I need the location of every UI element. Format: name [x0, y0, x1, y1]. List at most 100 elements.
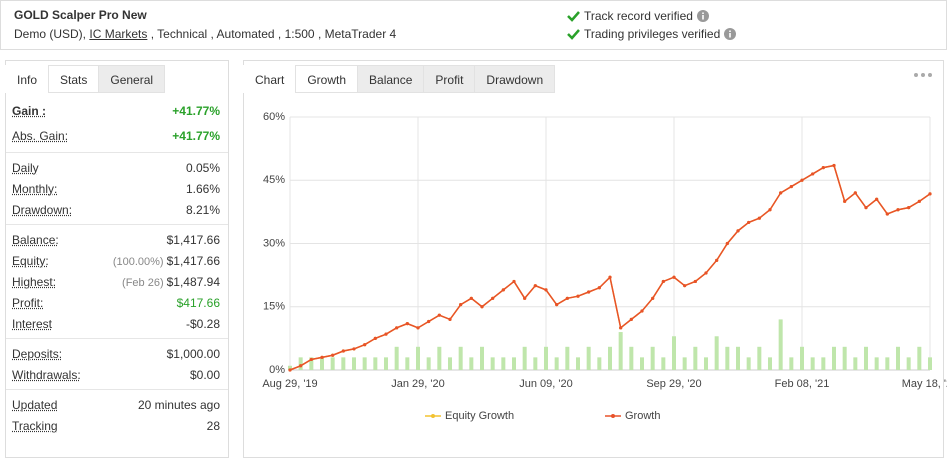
check-icon: [567, 29, 580, 40]
account: Demo (USD),: [14, 27, 87, 41]
legend-label: Growth: [625, 410, 660, 422]
line: [289, 164, 931, 371]
stat-note: (Feb 26): [122, 276, 164, 289]
bar: [512, 357, 516, 370]
stats-group: Updated 20 minutes ago Tracking 28: [6, 389, 228, 440]
stats-row: Profit: $417.66: [6, 292, 228, 313]
info-icon[interactable]: [724, 28, 737, 40]
bar: [448, 357, 452, 370]
stats-row: Daily 0.05%: [6, 157, 228, 178]
bar: [469, 357, 474, 370]
bar: [928, 357, 932, 370]
point: [416, 326, 420, 330]
bar: [320, 357, 324, 370]
point: [629, 317, 633, 321]
stat-label: Tracking: [12, 418, 58, 433]
x-tick-label: Aug 29, '19: [262, 378, 317, 390]
bar: [800, 346, 804, 370]
bar: [672, 336, 676, 370]
bar: [597, 357, 602, 370]
bar: [394, 346, 399, 370]
bar: [426, 357, 431, 370]
bar: [544, 346, 548, 370]
stat-value-group: 20 minutes ago: [138, 398, 220, 412]
bar: [714, 336, 719, 370]
bar: [437, 346, 442, 370]
stat-value-group: $0.00: [190, 368, 220, 382]
x-tick-label: May 18, '21: [902, 378, 947, 390]
bar: [704, 357, 708, 370]
bar: [522, 346, 527, 370]
stat-value: +41.77%: [172, 128, 220, 143]
stats-group: Gain : +41.77% Abs. Gain: +41.77%: [6, 94, 228, 152]
bar: [352, 357, 356, 370]
point: [544, 288, 548, 292]
point: [299, 364, 303, 368]
stat-value: +41.77%: [172, 103, 220, 118]
stats-row: Tracking 28: [6, 415, 228, 436]
point: [320, 355, 324, 359]
tab[interactable]: Drawdown: [474, 65, 556, 93]
point: [373, 336, 377, 340]
stat-value: 0.05%: [185, 160, 220, 175]
stat-label: Profit:: [12, 295, 44, 310]
point: [821, 166, 825, 170]
stats-panel: Info Stats General Gain : +41.77% Abs. Gain:…: [5, 60, 229, 458]
bar: [554, 357, 559, 370]
menu-icon[interactable]: [913, 71, 933, 79]
bar: [864, 346, 868, 370]
bar: [373, 357, 378, 370]
point: [715, 258, 719, 262]
bar: [565, 346, 570, 370]
stats-row: Balance: $1,417.66: [6, 229, 228, 250]
point: [331, 353, 335, 357]
bar: [906, 357, 911, 370]
y-tick-label: 60%: [263, 111, 285, 123]
stat-value: $0.00: [189, 367, 220, 382]
stats-row: Deposits: $1,000.00: [6, 343, 228, 364]
stat-value-group: $417.66: [177, 296, 220, 310]
stat-value-group: -$0.28: [186, 317, 220, 331]
bar: [661, 357, 666, 370]
stat-label: Updated: [12, 397, 58, 412]
bar: [853, 357, 858, 370]
stat-value: 8.21%: [185, 202, 220, 217]
stat-label: Abs. Gain:: [12, 128, 69, 143]
info-icon[interactable]: [696, 10, 709, 22]
bar: [896, 346, 900, 370]
bar: [384, 357, 388, 370]
x-tick-label: Jan 29, '20: [391, 378, 444, 390]
chart-panel: Chart Growth Balance Profit Drawdown: [243, 60, 944, 458]
stat-value: $1,417.66: [166, 232, 220, 247]
stat-value-group: $1,000.00: [167, 347, 220, 361]
point: [565, 296, 569, 300]
bar: [874, 357, 879, 370]
tab[interactable]: Chart: [243, 65, 297, 93]
point: [587, 290, 591, 294]
broker-link[interactable]: IC Markets: [89, 27, 148, 41]
point: [896, 208, 900, 212]
y-tick-label: 30%: [263, 237, 285, 249]
stats-row: Interest -$0.28: [6, 313, 228, 334]
tab[interactable]: General: [98, 65, 166, 93]
tab[interactable]: Profit: [423, 65, 476, 93]
tab-bar: Info Stats General: [5, 65, 166, 93]
tab[interactable]: Info: [5, 65, 50, 93]
point: [395, 326, 399, 330]
bar: [501, 357, 506, 370]
stat-label: Withdrawals:: [12, 367, 81, 382]
bar: [757, 346, 762, 370]
tab[interactable]: Growth: [295, 65, 359, 93]
point: [341, 349, 345, 353]
bar: [490, 357, 495, 370]
tab[interactable]: Balance: [357, 65, 425, 93]
stat-label: Highest:: [12, 274, 57, 289]
stat-note: (100.00%): [112, 255, 164, 268]
verification: Track record verified: [567, 9, 709, 23]
bar: [405, 357, 410, 370]
point: [811, 172, 815, 176]
point: [864, 206, 868, 210]
point: [757, 216, 761, 220]
verification-text: Track record verified: [584, 9, 693, 23]
